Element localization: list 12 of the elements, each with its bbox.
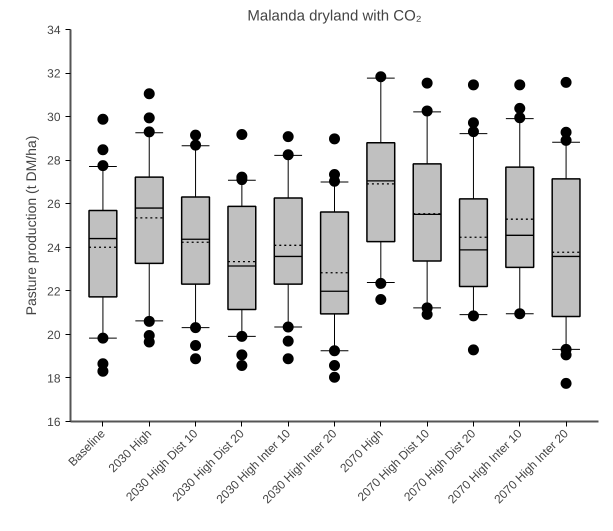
chart-title: Malanda dryland with CO₂ xyxy=(247,8,422,24)
y-tick-label: 32 xyxy=(47,66,61,81)
y-tick-label: 26 xyxy=(47,197,61,212)
y-tick-label: 22 xyxy=(47,284,61,298)
y-tick-label: 30 xyxy=(47,110,61,124)
y-tick-label: 18 xyxy=(47,371,61,386)
y-tick-label: 28 xyxy=(47,154,61,168)
y-tick-label: 24 xyxy=(47,240,61,255)
y-axis-title: Pasture production (t DM/ha) xyxy=(23,136,40,316)
y-tick-label: 16 xyxy=(47,415,61,429)
y-tick-label: 34 xyxy=(47,23,61,37)
y-tick-label: 20 xyxy=(47,328,61,342)
